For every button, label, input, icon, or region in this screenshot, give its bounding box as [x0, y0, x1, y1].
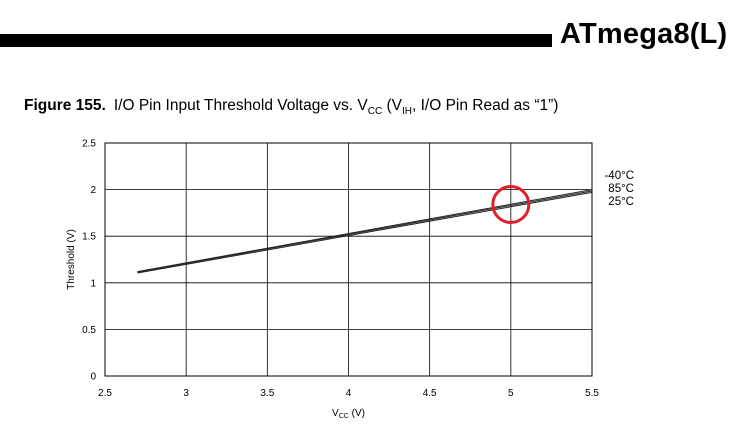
- series-legend-label-1: 85°C: [608, 183, 634, 195]
- y-tick-label-1: 0.5: [82, 325, 96, 336]
- caption-sub-ih: IH: [402, 106, 412, 118]
- series-line-2: [137, 191, 593, 274]
- series-line-0: [137, 189, 593, 273]
- figure-caption: Figure 155. I/O Pin Input Threshold Volta…: [24, 97, 558, 117]
- series-legend-label-0: -40°C: [604, 170, 634, 182]
- x-tick-label-1: 3: [183, 388, 189, 399]
- x-tick-label-3: 4: [346, 388, 352, 399]
- series-line-1: [137, 190, 593, 273]
- y-tick-label-2: 1: [90, 278, 96, 289]
- series-legend-label-2: 25°C: [608, 196, 634, 208]
- caption-sub-cc: CC: [367, 106, 383, 118]
- y-tick-label-0: 0: [90, 372, 96, 383]
- caption-main: I/O Pin Input Threshold Voltage vs. V: [113, 97, 368, 114]
- figure-number: Figure 155.: [24, 97, 106, 114]
- header-rule: [0, 34, 552, 47]
- x-tick-label-0: 2.5: [98, 388, 112, 399]
- y-tick-label-5: 2.5: [82, 139, 96, 150]
- x-tick-label-4: 4.5: [423, 388, 437, 399]
- x-axis-label: VCC (V): [332, 408, 365, 420]
- y-tick-label-4: 2: [90, 185, 96, 196]
- x-tick-label-2: 3.5: [260, 388, 274, 399]
- plot-frame: [104, 142, 593, 377]
- x-tick-label-5: 5: [508, 388, 514, 399]
- y-axis-label: Threshold (V): [66, 229, 77, 290]
- caption-end: , I/O Pin Read as “1”): [412, 97, 559, 114]
- y-tick-label-3: 1.5: [82, 232, 96, 243]
- x-tick-label-6: 5.5: [585, 388, 599, 399]
- annotation-circle: [491, 185, 531, 225]
- document-title: ATmega8(L): [560, 18, 728, 50]
- caption-mid: (V: [382, 97, 402, 114]
